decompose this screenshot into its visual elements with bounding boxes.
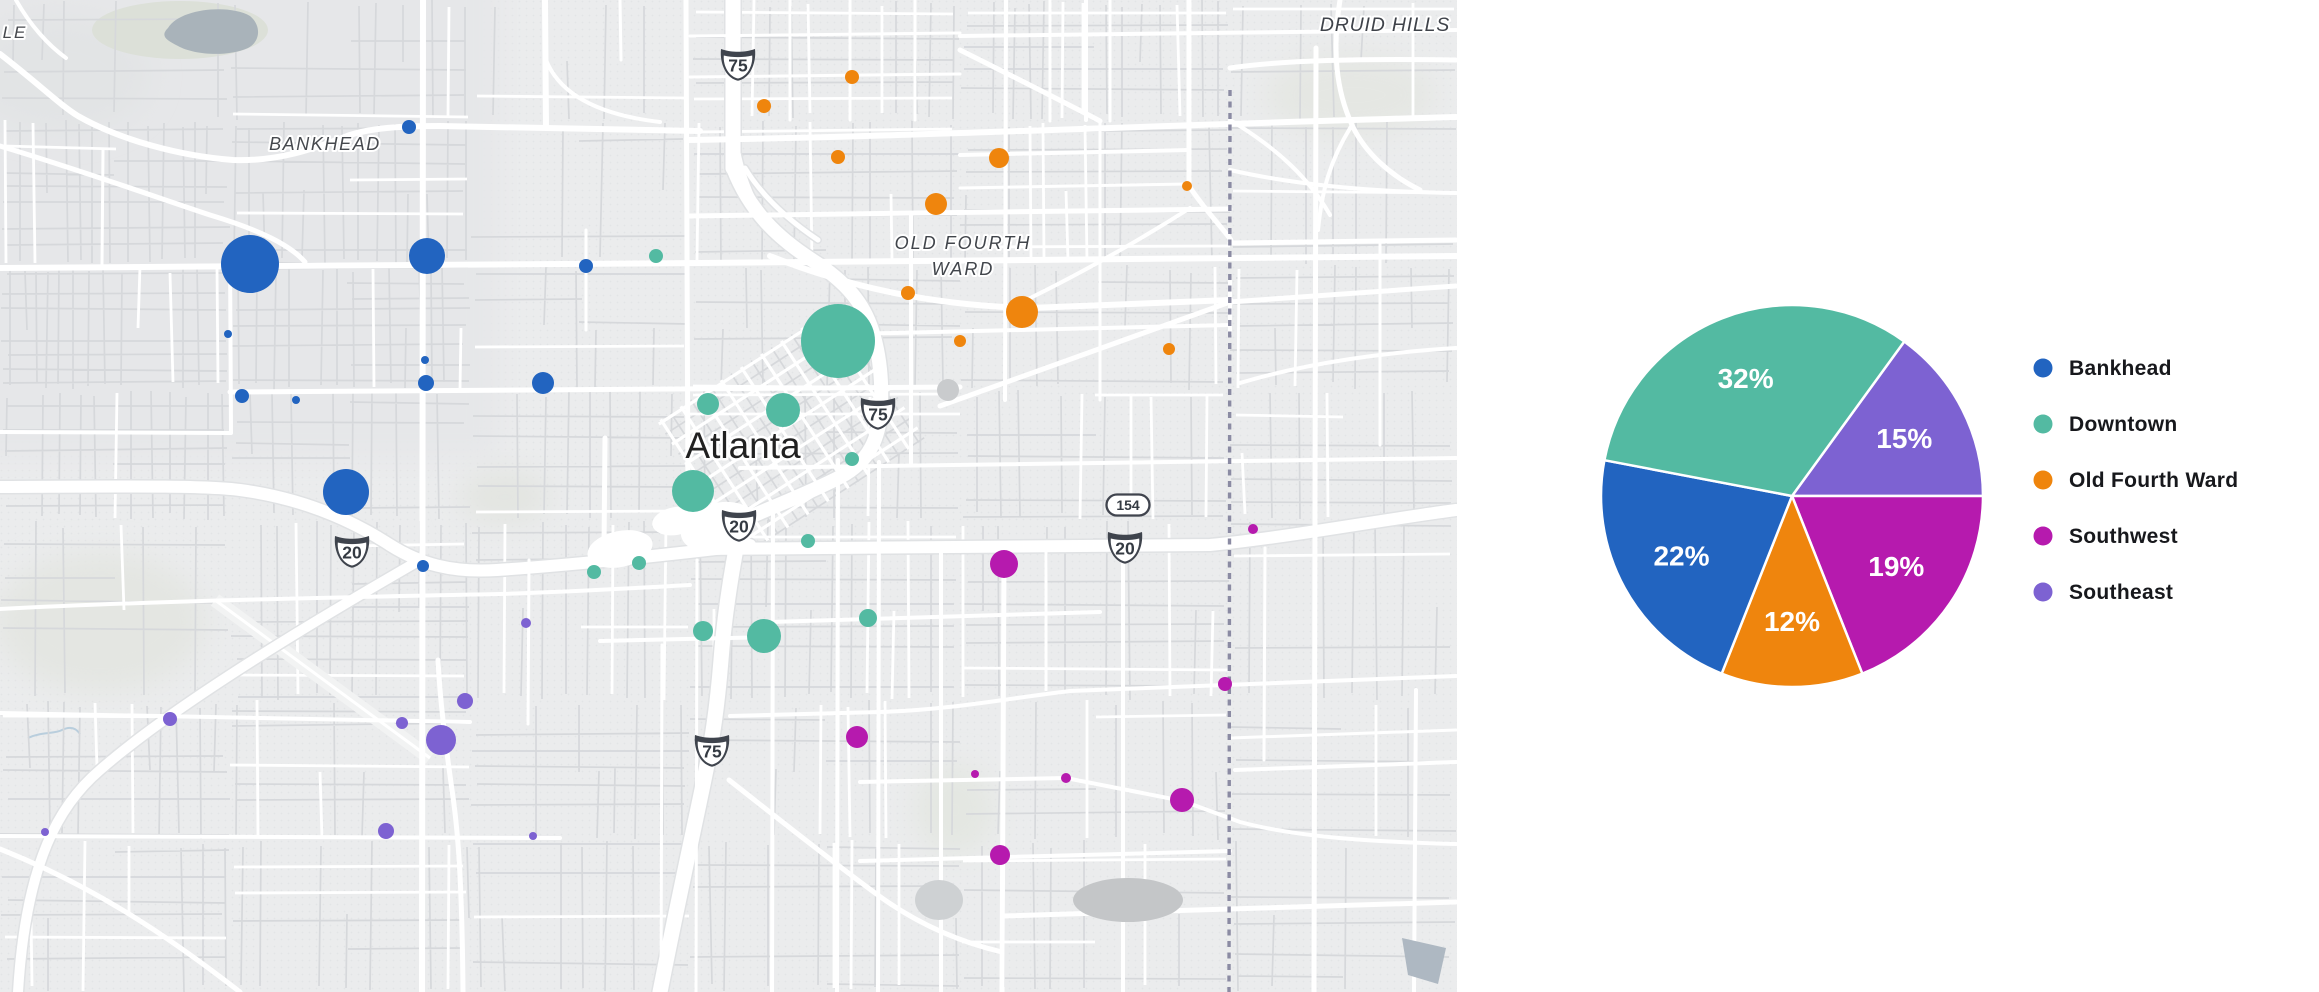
- svg-text:WARD: WARD: [932, 259, 995, 279]
- svg-text:OLD FOURTH: OLD FOURTH: [895, 233, 1032, 253]
- svg-text:12%: 12%: [1764, 606, 1820, 637]
- svg-text:BANKHEAD: BANKHEAD: [269, 134, 381, 154]
- svg-text:20: 20: [342, 543, 362, 563]
- svg-text:DRUID HILLS: DRUID HILLS: [1320, 14, 1450, 36]
- svg-text:154: 154: [1116, 497, 1140, 513]
- svg-text:Southwest: Southwest: [2069, 525, 2178, 548]
- svg-text:75: 75: [702, 742, 722, 762]
- svg-text:22%: 22%: [1653, 541, 1709, 572]
- svg-text:LE: LE: [3, 23, 28, 42]
- svg-text:20: 20: [729, 517, 749, 537]
- svg-text:20: 20: [1115, 539, 1135, 559]
- svg-text:75: 75: [728, 56, 748, 76]
- svg-text:Bankhead: Bankhead: [2069, 357, 2172, 380]
- svg-text:Atlanta: Atlanta: [685, 425, 801, 466]
- svg-text:Southeast: Southeast: [2069, 581, 2173, 604]
- svg-text:32%: 32%: [1718, 363, 1774, 394]
- svg-text:Old Fourth Ward: Old Fourth Ward: [2069, 469, 2238, 492]
- svg-text:15%: 15%: [1876, 423, 1932, 454]
- svg-text:75: 75: [868, 405, 888, 425]
- svg-text:Downtown: Downtown: [2069, 413, 2178, 436]
- svg-text:19%: 19%: [1868, 551, 1924, 582]
